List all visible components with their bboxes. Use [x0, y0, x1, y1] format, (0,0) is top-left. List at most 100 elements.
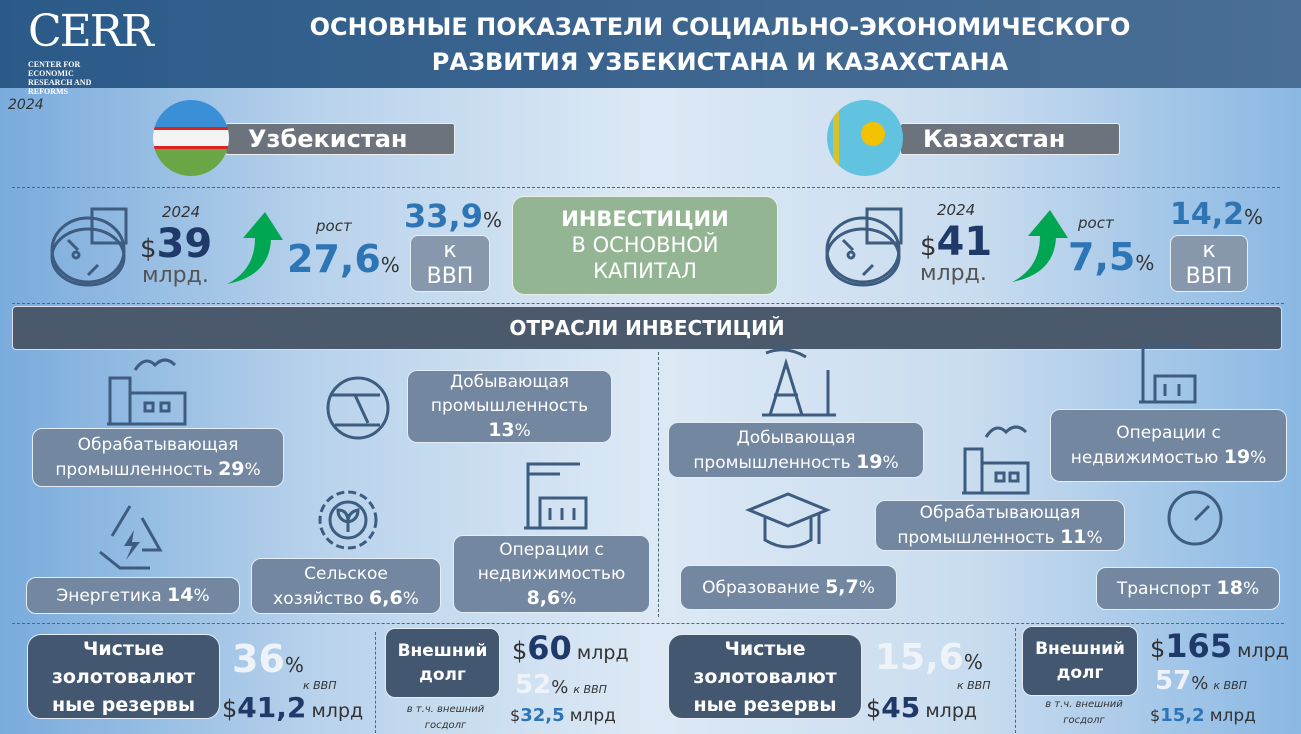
uzbekistan-flag-icon — [153, 100, 229, 176]
l1: Добывающая — [450, 372, 569, 392]
amount: 41 — [936, 219, 993, 265]
growth-arrow-icon — [227, 212, 283, 284]
logo-subtitle: CENTER FOR ECONOMIC RESEARCH AND REFORMS — [28, 60, 92, 96]
year-label: 2024 — [8, 97, 44, 113]
kz-gdp-box: к ВВП — [1170, 235, 1248, 292]
value: 27,6 — [287, 237, 381, 281]
pct: % — [482, 208, 502, 232]
factory-icon — [107, 358, 187, 426]
kz-gdp-share: 14,2% — [1170, 200, 1263, 230]
divider — [12, 303, 1284, 304]
uz-sector-mining: Добывающая промышленность 13% — [407, 370, 612, 443]
c: $ — [1150, 706, 1161, 725]
oil-pumpjack-icon — [762, 348, 836, 417]
kz-reserves-gdp: к ВВП — [957, 679, 991, 692]
uz-gov-debt: $32,5 млрд — [510, 707, 616, 725]
currency: $ — [140, 234, 157, 264]
uz-growth-value: 27,6% — [287, 240, 400, 278]
t1: ИНВЕСТИЦИИ — [561, 207, 729, 231]
l1: Операции с — [499, 539, 604, 560]
c: $ — [1150, 635, 1166, 663]
p: % — [963, 650, 983, 674]
growth-arrow-icon — [1012, 210, 1068, 282]
divider — [12, 623, 1284, 624]
speedometer-icon — [1167, 490, 1223, 546]
v: 29 — [218, 458, 245, 480]
divider — [1015, 628, 1016, 733]
kz-sector-education: Образование 5,7% — [680, 565, 897, 610]
kz-reserves-label: Чистые золотовалют ные резервы — [668, 634, 862, 719]
kz-growth-label: рост — [1078, 214, 1114, 232]
header: CERR CENTER FOR ECONOMIC RESEARCH AND RE… — [0, 0, 1301, 96]
kz-country-label: Казахстан — [900, 123, 1120, 155]
p: % — [882, 452, 899, 473]
kz-gov-debt-note: в т.ч. внешний госдолг — [1045, 699, 1123, 726]
v: 32,5 — [520, 705, 565, 726]
uz-reserves-label: Чистые золотовалют ные резервы — [27, 634, 220, 719]
kz-sector-manufacturing: Обрабатывающая промышленность 11% — [875, 500, 1125, 551]
l2: промышленность — [897, 528, 1055, 548]
l1: Транспорт — [1116, 579, 1212, 599]
uz-gdp-share: 33,9% — [404, 200, 502, 232]
p: % — [560, 588, 577, 609]
divider — [658, 352, 659, 617]
kz-invest-year: 2024 — [937, 201, 976, 219]
v: 8,6 — [526, 586, 561, 609]
u: млрд — [1209, 706, 1256, 726]
k: к — [443, 238, 457, 263]
g: к ВВП — [1213, 679, 1247, 692]
v: 14 — [167, 584, 194, 606]
v: 13 — [488, 419, 515, 441]
v: 5,7 — [825, 576, 859, 598]
uz-sector-agriculture: Сельское хозяйство 6,6% — [251, 558, 441, 614]
kz-debt-pct: 57% к ВВП — [1155, 668, 1247, 694]
u: млрд — [576, 642, 629, 664]
value: 14,2 — [1170, 197, 1245, 232]
l1: Энергетика — [56, 586, 162, 606]
u: млрд — [311, 700, 364, 722]
c: $ — [866, 695, 882, 723]
l1: Обрабатывающая — [77, 435, 239, 455]
l1: Образование — [702, 578, 820, 598]
p: % — [1191, 673, 1209, 694]
uz-sector-real-estate: Операции с недвижимостью 8,6% — [453, 535, 650, 613]
p: % — [858, 578, 875, 598]
c: $ — [512, 637, 528, 665]
uz-sector-energy: Энергетика 14% — [26, 577, 240, 614]
coin-chart-icon — [825, 207, 903, 287]
t2: В ОСНОВНОЙ — [571, 233, 719, 257]
uz-debt-label: Внешний долг — [385, 628, 500, 698]
title-line-1: ОСНОВНЫЕ ПОКАЗАТЕЛИ СОЦИАЛЬНО-ЭКОНОМИЧЕС… — [309, 13, 1131, 41]
u: млрд — [925, 700, 978, 722]
l1: Сельское — [304, 563, 388, 584]
divider — [12, 187, 1280, 188]
v: 36 — [232, 637, 285, 681]
v: 19 — [856, 450, 883, 473]
uz-gdp-box: к ВВП — [410, 235, 490, 292]
p: % — [1086, 528, 1103, 548]
kz-reserves-amount: $45 млрд — [866, 694, 977, 722]
kz-debt-label: Внешний долг — [1022, 626, 1138, 696]
kz-gov-debt: $15,2 млрд — [1150, 707, 1256, 725]
uz-debt-amount: $60 млрд — [512, 632, 629, 664]
kz-growth-value: 7,5% — [1068, 238, 1154, 276]
pct: % — [1135, 251, 1155, 275]
c: $ — [510, 706, 521, 725]
real-estate-crane-icon — [524, 462, 588, 530]
l2: недвижимостью — [477, 563, 626, 584]
kz-invest-amount: $41 — [920, 222, 992, 262]
uz-invest-year: 2024 — [162, 203, 201, 221]
p: % — [1250, 448, 1267, 468]
uz-debt-pct: 52% к ВВП — [515, 672, 607, 698]
vvp: ВВП — [426, 264, 474, 289]
kz-reserves-pct: 15,6% — [875, 640, 983, 676]
agriculture-gear-icon — [318, 490, 378, 550]
title-line-2: РАЗВИТИЯ УЗБЕКИСТАНА И КАЗАХСТАНА — [431, 48, 1009, 76]
l2: промышленность — [693, 452, 851, 473]
v: 165 — [1165, 627, 1233, 665]
c: $ — [222, 695, 238, 723]
amount: 39 — [156, 221, 213, 267]
coin-chart-icon — [50, 207, 128, 287]
pct: % — [380, 253, 400, 277]
kz-sector-real-estate: Операции с недвижимостью 19% — [1050, 409, 1287, 482]
